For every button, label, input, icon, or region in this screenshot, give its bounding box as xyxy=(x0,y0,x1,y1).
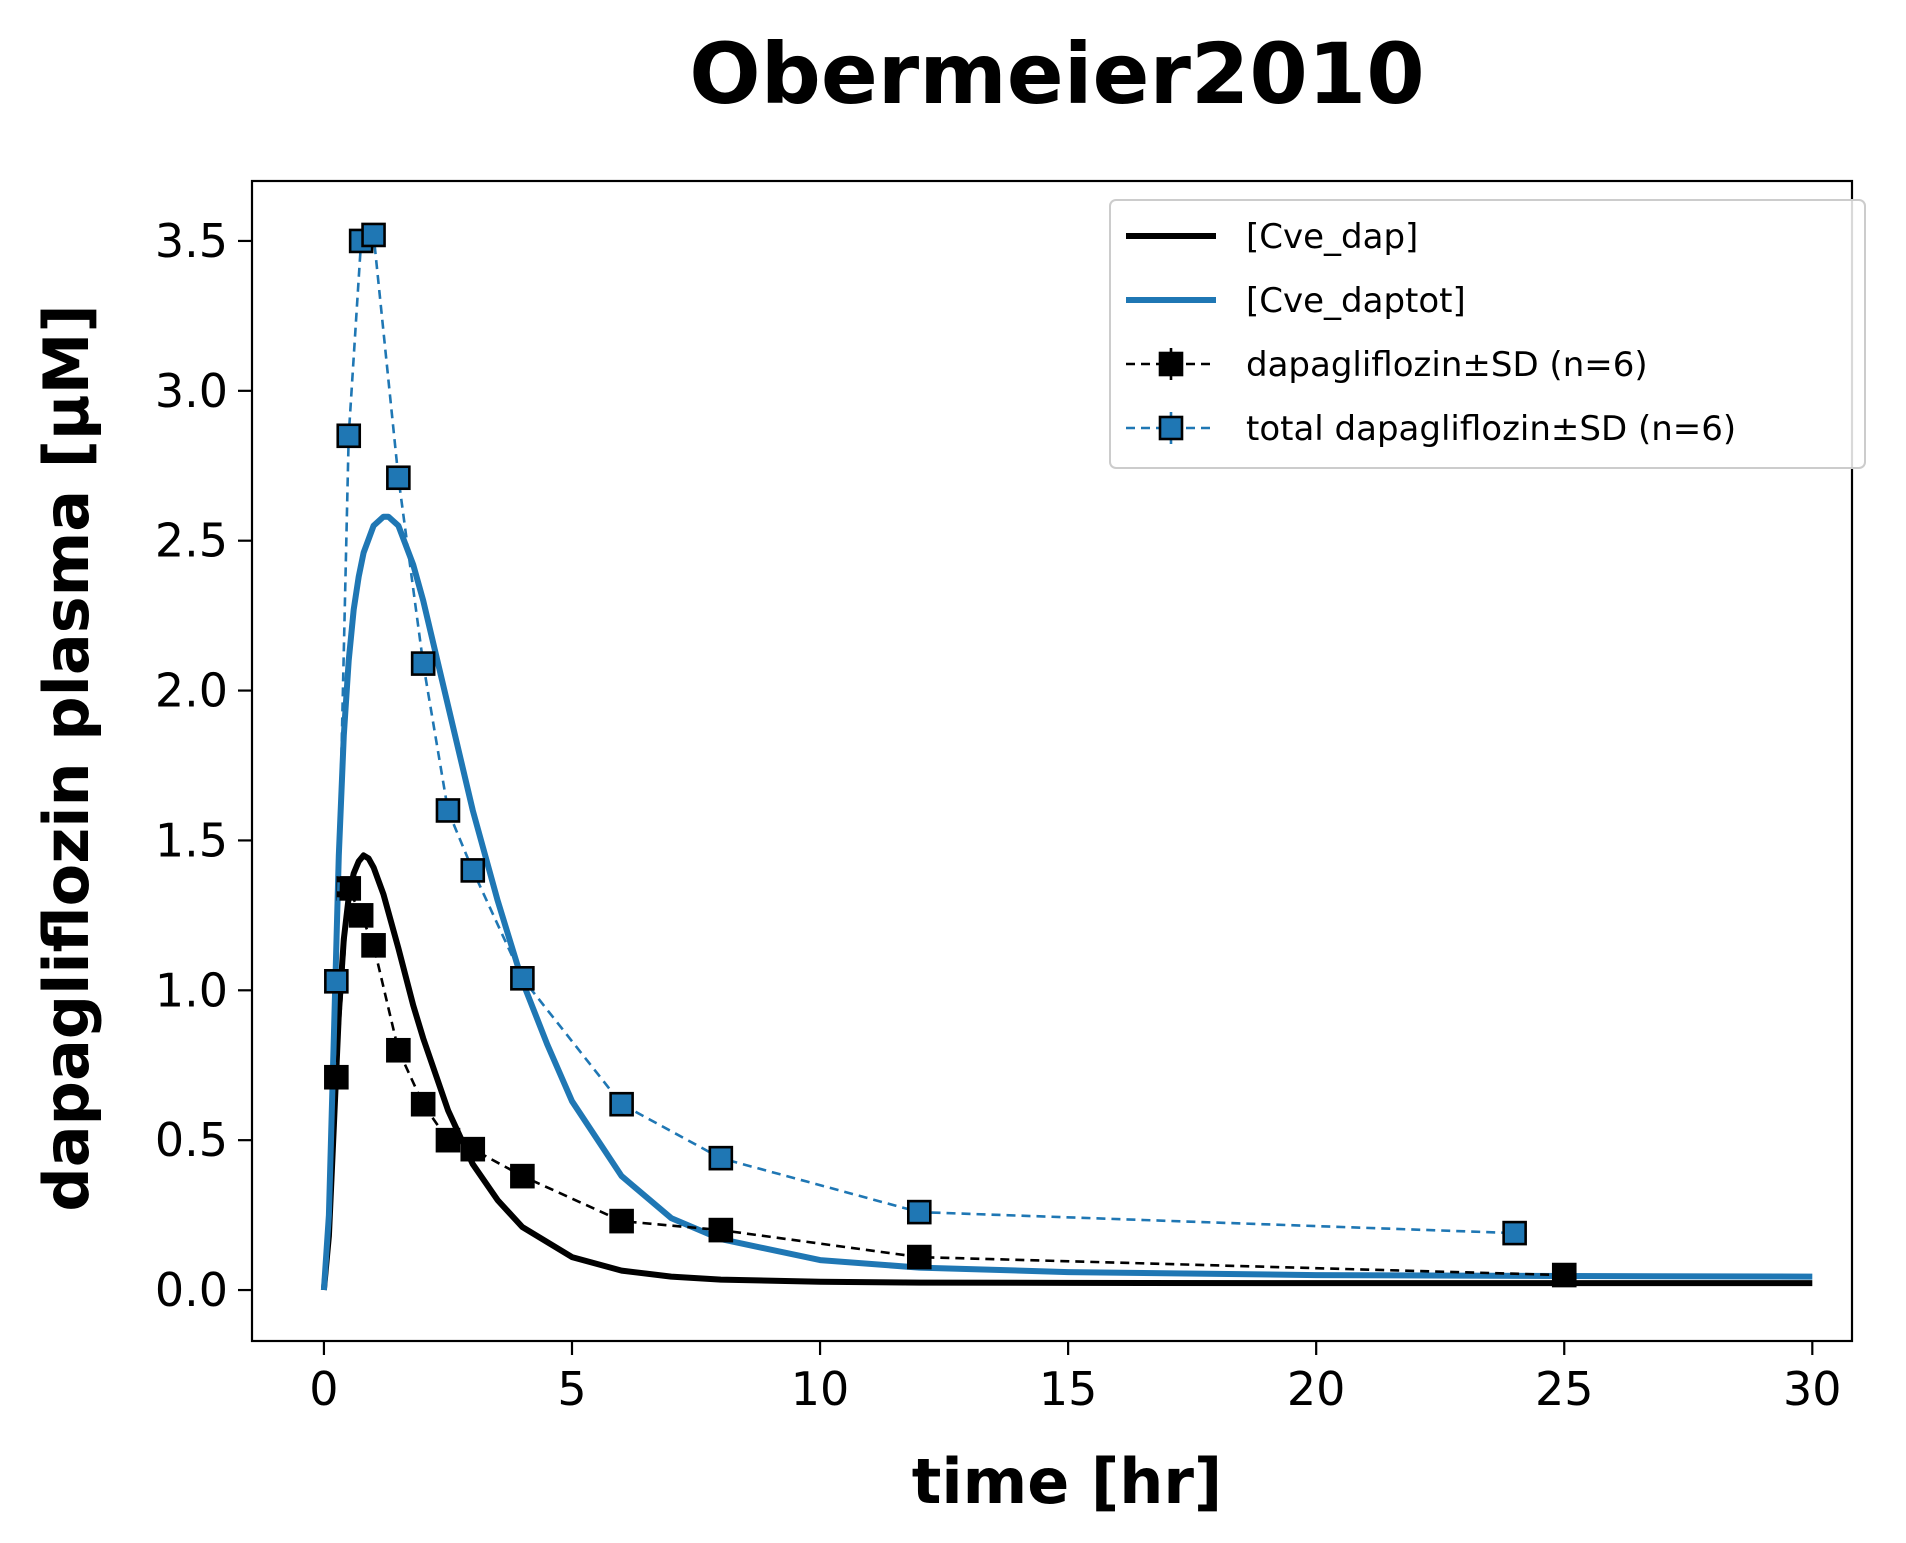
data-point xyxy=(609,1091,634,1117)
data-point xyxy=(510,966,535,991)
legend-swatch-marker xyxy=(1158,415,1184,441)
y-tick-label: 0.0 xyxy=(155,1263,228,1317)
data-point xyxy=(460,1136,486,1162)
data-point xyxy=(361,933,386,958)
data-point xyxy=(324,969,349,994)
legend-entry-label: [Cve_dap] xyxy=(1246,217,1418,257)
x-tick-label: 0 xyxy=(309,1362,338,1416)
y-tick-label: 1.5 xyxy=(155,813,228,867)
data-point xyxy=(386,1037,411,1063)
legend-entry-label: [Cve_daptot] xyxy=(1246,281,1466,321)
legend-entry-label: dapagliflozin±SD (n=6) xyxy=(1246,345,1648,385)
x-tick-label: 20 xyxy=(1287,1362,1346,1416)
data-point xyxy=(906,1244,932,1270)
data-point xyxy=(336,876,362,901)
y-axis-label: dapagliflozin plasma [µM] xyxy=(30,304,103,1211)
data-point xyxy=(361,222,386,248)
axis-ticks: 0 5 10 15 20 25 30 0.0 0.5 1.0 1.5 2.0 2.5 3.0 3.5 xyxy=(155,179,1854,1416)
legend: [Cve_dap] [Cve_daptot] dapagliflozin±SD (n… xyxy=(1109,199,1866,469)
x-tick-label: 25 xyxy=(1535,1362,1594,1416)
data-point xyxy=(435,1127,461,1153)
plot-frame xyxy=(250,179,1854,1343)
chart-title: Obermeier2010 xyxy=(689,25,1424,123)
data-point xyxy=(906,1199,932,1225)
data-point xyxy=(324,1064,349,1090)
y-tick-label: 2.5 xyxy=(155,514,228,568)
y-tick-label: 3.0 xyxy=(155,364,228,418)
data-point xyxy=(410,1091,436,1117)
series-line-1 xyxy=(320,513,1813,1291)
legend-swatch-marker xyxy=(1158,351,1184,377)
x-tick-label: 15 xyxy=(1039,1362,1098,1416)
data-point xyxy=(1551,1262,1577,1288)
data-point xyxy=(386,465,411,491)
data-point xyxy=(460,858,486,883)
plot-area xyxy=(320,222,1813,1291)
series-dashed-2 xyxy=(335,887,1565,1277)
x-axis-label: time [hr] xyxy=(912,1445,1223,1518)
data-point xyxy=(348,903,374,928)
y-tick-label: 0.5 xyxy=(155,1113,228,1167)
data-point xyxy=(336,423,362,449)
data-point xyxy=(435,798,461,823)
y-tick-label: 1.0 xyxy=(155,963,228,1017)
x-tick-label: 30 xyxy=(1783,1362,1842,1416)
data-point xyxy=(708,1145,734,1171)
legend-entry-label: total dapagliflozin±SD (n=6) xyxy=(1246,409,1736,449)
x-tick-label: 5 xyxy=(557,1362,586,1416)
y-tick-label: 2.0 xyxy=(155,664,228,718)
x-tick-label: 10 xyxy=(791,1362,850,1416)
data-point xyxy=(510,1163,535,1189)
data-point xyxy=(708,1217,734,1243)
series-line-0 xyxy=(320,852,1813,1291)
data-point xyxy=(1502,1220,1527,1246)
data-point xyxy=(609,1208,634,1234)
legend-box xyxy=(1109,199,1866,469)
y-tick-label: 3.5 xyxy=(155,214,228,268)
data-point xyxy=(410,651,436,676)
